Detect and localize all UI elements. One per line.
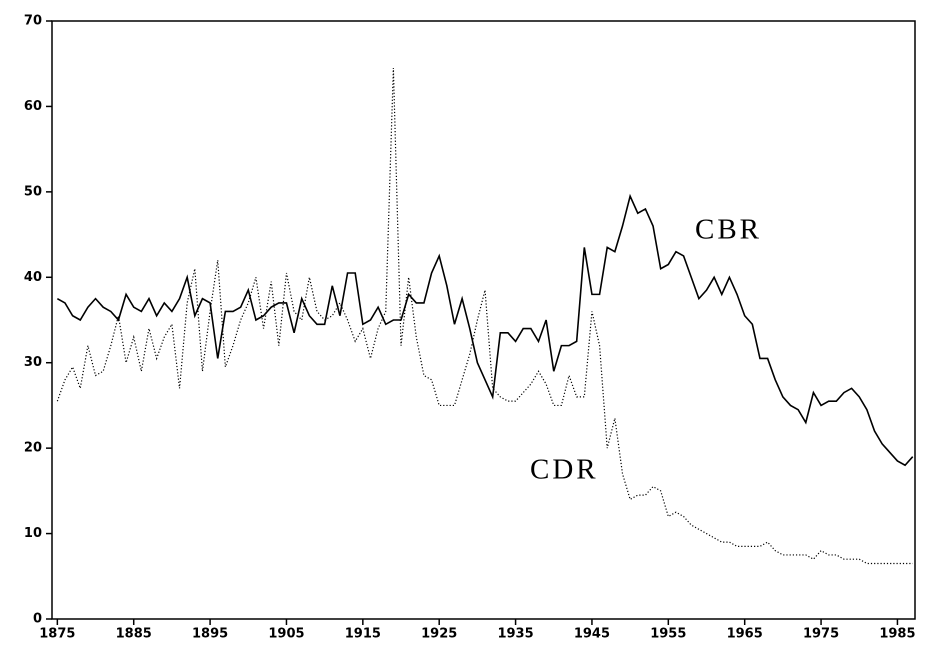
y-tick-label: 10 <box>24 526 42 541</box>
x-tick-label: 1885 <box>116 627 152 642</box>
series-label: CBR <box>695 214 762 246</box>
series-line <box>56 67 913 565</box>
y-tick-label: 20 <box>24 441 42 456</box>
y-tick-label: 0 <box>33 612 42 627</box>
series-line <box>56 193 914 467</box>
x-tick-label: 1965 <box>727 627 763 642</box>
x-tick-label: 1955 <box>650 627 686 642</box>
x-tick-label: 1975 <box>803 627 839 642</box>
plot-frame <box>51 20 916 620</box>
series-label: CDR <box>530 454 599 486</box>
x-tick-label: 1875 <box>39 627 75 642</box>
y-tick-label: 70 <box>24 14 42 29</box>
y-tick-label: 50 <box>24 184 42 199</box>
x-tick-label: 1905 <box>268 627 304 642</box>
x-tick-label: 1945 <box>574 627 610 642</box>
x-tick-label: 1895 <box>192 627 228 642</box>
x-tick-label: 1925 <box>421 627 457 642</box>
x-tick-label: 1935 <box>497 627 533 642</box>
x-tick-label: 1915 <box>345 627 381 642</box>
y-tick-label: 40 <box>24 270 42 285</box>
x-tick-label: 1985 <box>879 627 915 642</box>
y-tick-label: 60 <box>24 99 42 114</box>
y-tick-label: 30 <box>24 355 42 370</box>
